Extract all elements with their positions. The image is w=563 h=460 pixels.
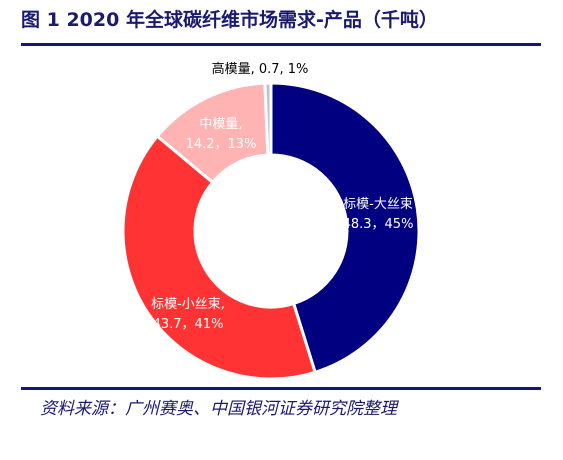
label-name-intermediate-modulus: 中模量, [199, 117, 242, 132]
donut-labels: 标模-大丝束 48.3，45% 标模-小丝束, 43.7，41% 中模量, 14.2，13… [151, 61, 413, 332]
label-value-standard-small-tow: 43.7，41% [153, 317, 224, 332]
label-value-intermediate-modulus: 14.2，13% [186, 137, 257, 152]
donut-slices [121, 81, 421, 381]
slice-high-modulus [263, 81, 273, 157]
slice-standard-small-tow [121, 134, 317, 381]
source-note: 资料来源：广州赛奥、中国银河证券研究院整理 [40, 399, 397, 419]
slice-standard-large-tow [269, 81, 421, 375]
label-name-standard-small-tow: 标模-小丝束, [151, 297, 225, 312]
label-value-standard-large-tow: 48.3，45% [343, 217, 414, 232]
title-divider [21, 43, 541, 46]
chart-title: 图 1 2020 年全球碳纤维市场需求-产品（千吨） [21, 9, 438, 31]
donut-chart: 标模-大丝束 48.3，45% 标模-小丝束, 43.7，41% 中模量, 14.2，13… [121, 61, 421, 381]
label-high-modulus: 高模量, 0.7, 1% [212, 61, 309, 77]
footer-divider [21, 387, 541, 390]
label-name-standard-large-tow: 标模-大丝束 [343, 197, 413, 212]
